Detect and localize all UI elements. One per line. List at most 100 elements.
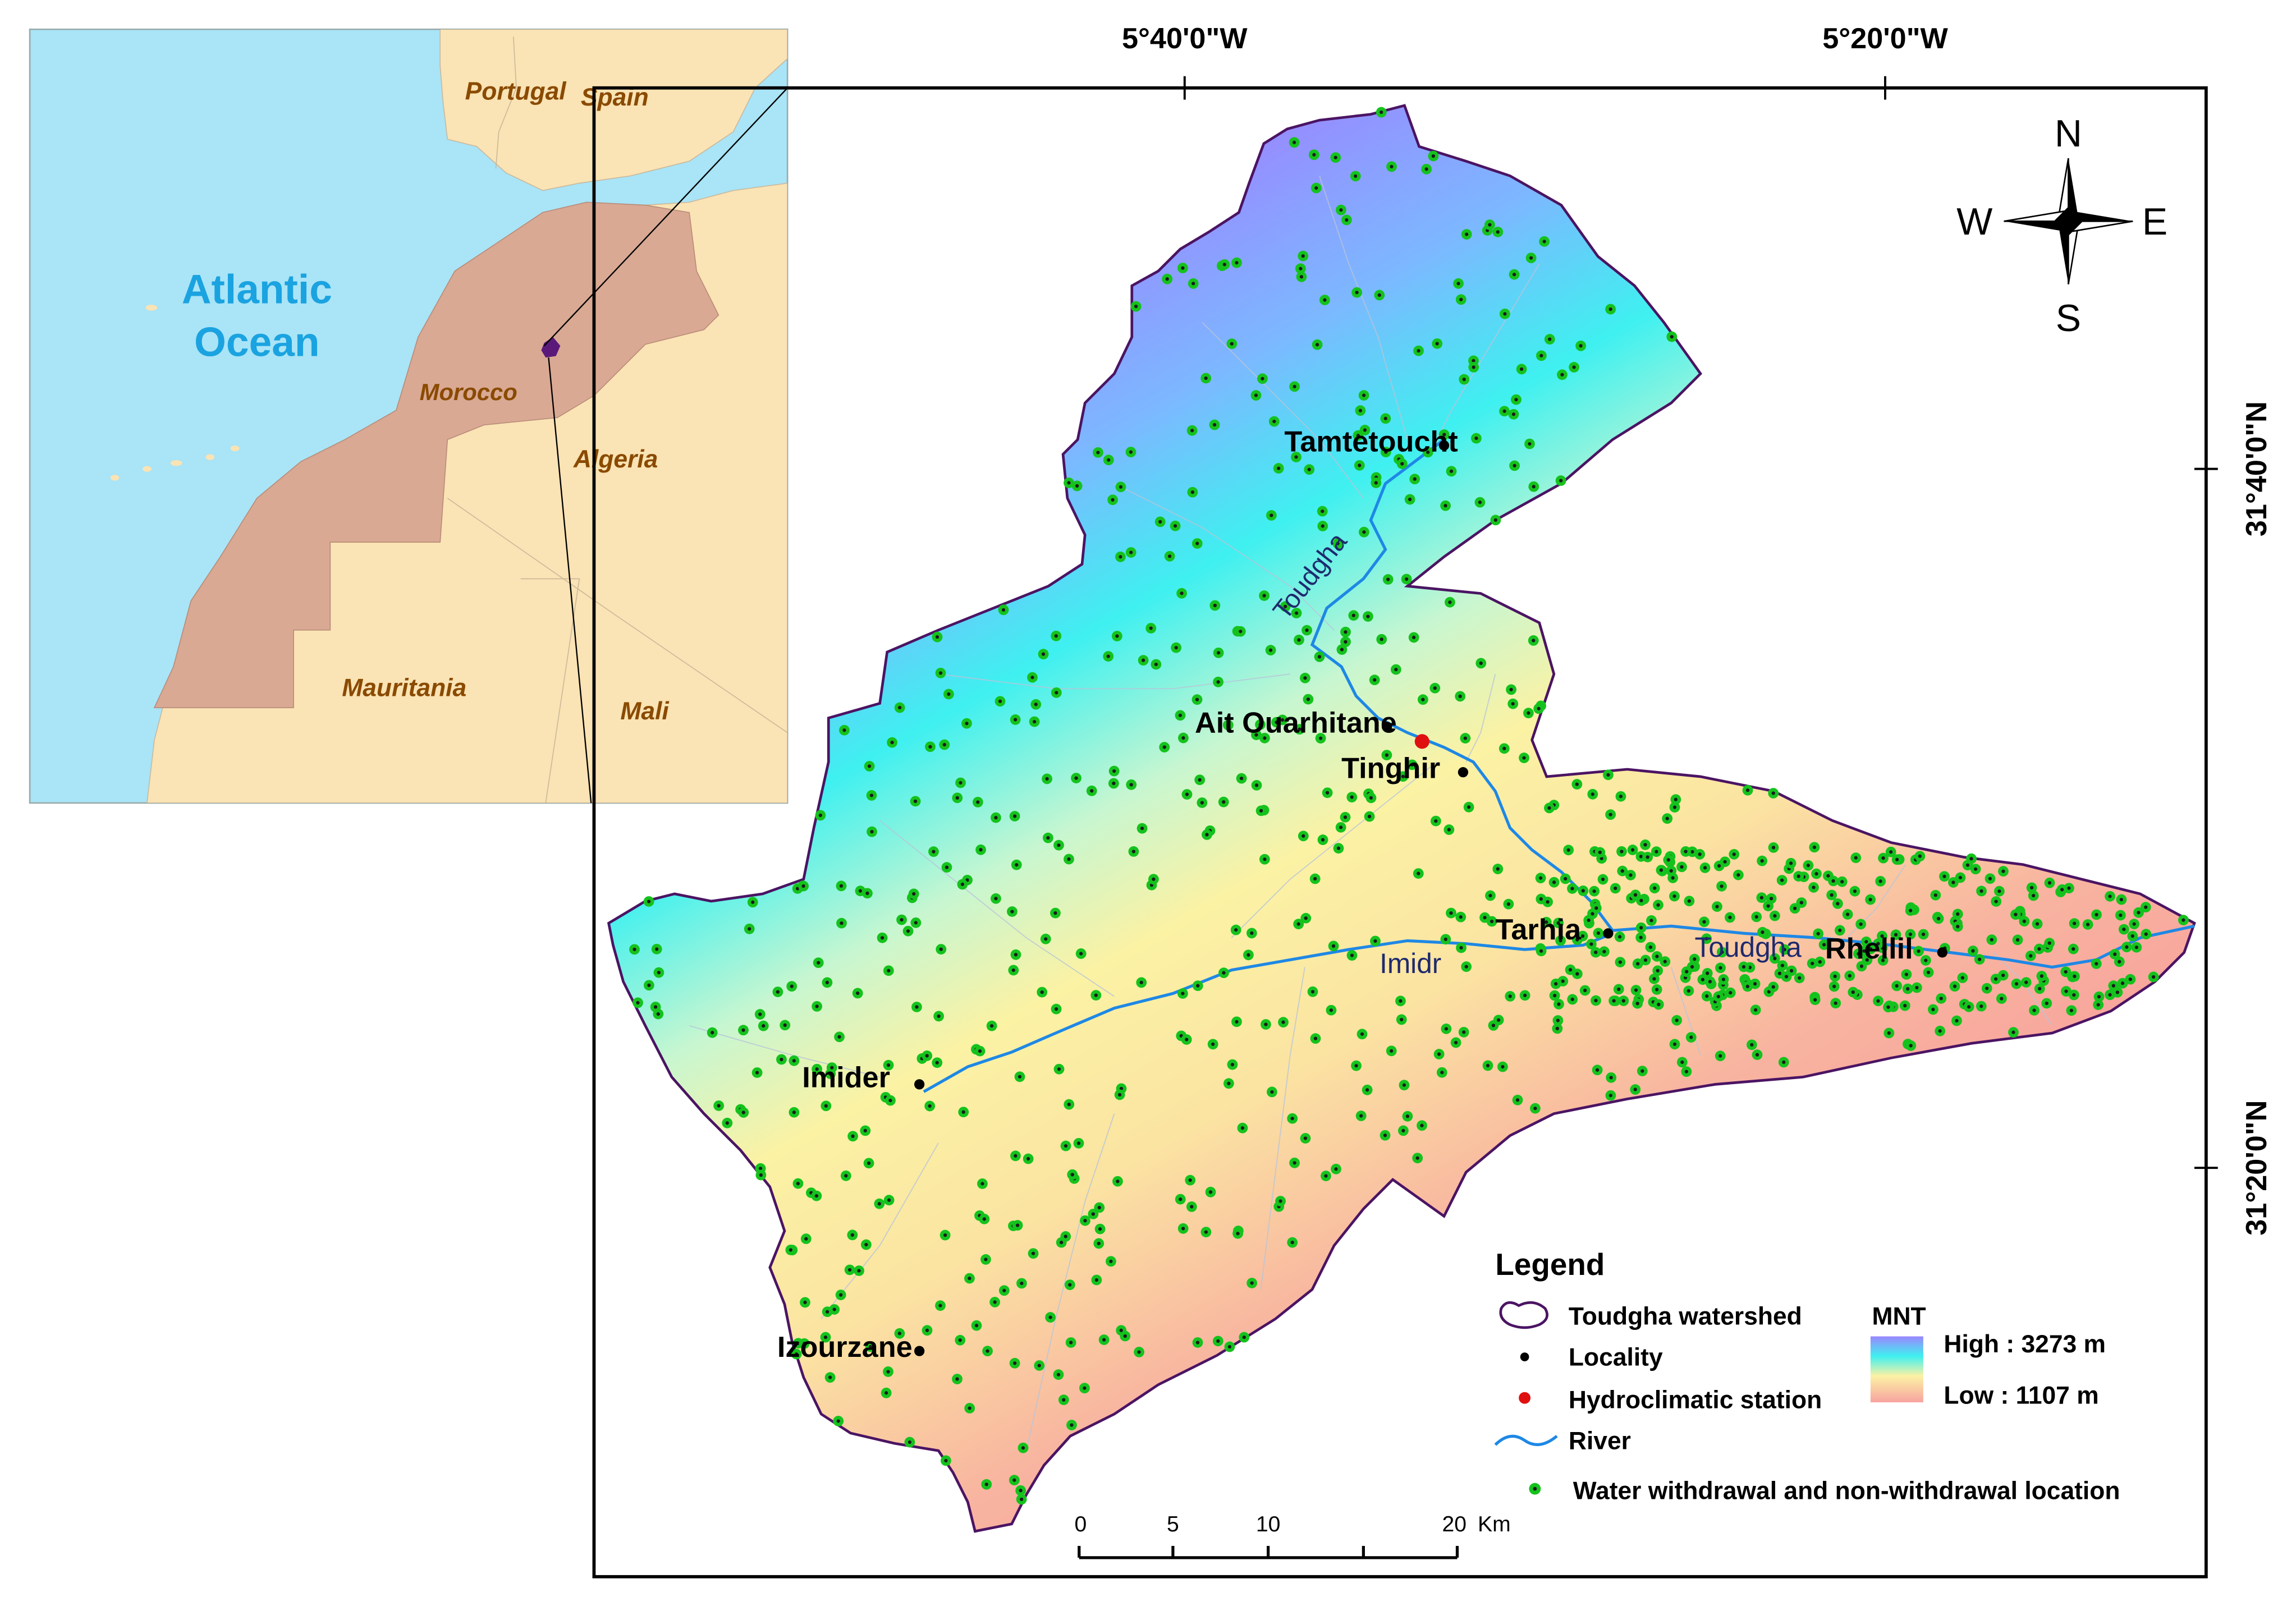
well-point-center xyxy=(1685,970,1689,974)
well-point-center xyxy=(1400,462,1404,466)
well-point-center xyxy=(867,764,872,768)
canary-island xyxy=(230,445,240,452)
well-point-center xyxy=(1055,691,1058,695)
legend-title: Legend xyxy=(1495,1247,1605,1282)
well-point-center xyxy=(1437,1052,1441,1056)
well-point-center xyxy=(1195,542,1199,545)
well-point-center xyxy=(925,1328,929,1332)
well-point-center xyxy=(1246,953,1250,957)
well-point-center xyxy=(2119,913,2123,917)
well-point-center xyxy=(1915,985,1919,990)
locality-label-imider: Imider xyxy=(802,1062,890,1094)
well-point-center xyxy=(1570,887,1574,891)
well-point-center xyxy=(794,1352,799,1356)
well-point-center xyxy=(1064,1235,1067,1238)
well-point-center xyxy=(1463,736,1467,740)
well-point-center xyxy=(2108,894,2112,898)
well-point-center xyxy=(928,1104,932,1108)
well-point-center xyxy=(1895,984,1899,988)
portugal-spain-border xyxy=(495,36,517,169)
well-point-center xyxy=(1570,997,1574,1002)
well-point-center xyxy=(1190,490,1195,494)
well-point-center xyxy=(1129,450,1133,454)
well-point-center xyxy=(1759,896,1763,900)
morocco-land xyxy=(153,201,719,709)
well-point-center xyxy=(1612,999,1616,1003)
well-point-center xyxy=(986,1349,989,1353)
well-point-center xyxy=(1383,1134,1387,1137)
well-point-center xyxy=(1068,1283,1072,1287)
well-point-center xyxy=(1270,513,1273,517)
well-point-center xyxy=(1671,876,1675,880)
well-point-center xyxy=(857,1269,861,1273)
well-point-center xyxy=(1813,998,1817,1002)
well-point-center xyxy=(914,921,918,925)
well-point-center xyxy=(850,1233,854,1237)
well-point-center xyxy=(1254,393,1258,397)
well-point-center xyxy=(1119,555,1122,559)
well-point-center xyxy=(1848,974,1852,978)
well-point-center xyxy=(656,1012,660,1016)
well-point-center xyxy=(1659,868,1663,872)
well-point-center xyxy=(1745,984,1749,989)
well-point-center xyxy=(1789,861,1793,865)
legend: Legend Toudgha watershed Locality Hydroc… xyxy=(1494,1247,2120,1504)
well-point-center xyxy=(864,1242,868,1247)
label-mauritania: Mauritania xyxy=(342,674,466,701)
well-point-center xyxy=(1181,1227,1185,1231)
well-point-center xyxy=(1226,723,1230,727)
well-point-center xyxy=(1777,971,1782,975)
well-point-center xyxy=(647,983,651,987)
well-point-center xyxy=(1705,994,1709,998)
well-point-center xyxy=(1519,367,1524,371)
well-point-center xyxy=(968,1276,971,1281)
well-point-center xyxy=(1601,877,1605,882)
legend-mnt-high: High : 3273 m xyxy=(1944,1330,2106,1358)
well-point-center xyxy=(1639,926,1643,930)
well-point-center xyxy=(1014,953,1018,957)
well-point-center xyxy=(939,947,943,951)
well-point-center xyxy=(2032,1008,2036,1012)
well-point-center xyxy=(1412,635,1416,640)
well-point-center xyxy=(1754,1008,1758,1012)
well-point-center xyxy=(817,961,821,965)
well-point-center xyxy=(1496,230,1500,234)
locality-label-tarhia: Tarhia xyxy=(1495,914,1582,946)
well-point-center xyxy=(1048,1315,1052,1319)
well-point-center xyxy=(2086,923,2090,926)
well-point-center xyxy=(1190,1205,1194,1209)
well-point-center xyxy=(2072,921,2077,925)
well-point-center xyxy=(1339,825,1343,829)
well-point-center xyxy=(1472,365,1475,369)
well-point-center xyxy=(1152,877,1156,881)
well-point-center xyxy=(960,882,965,887)
well-point-center xyxy=(1621,999,1626,1003)
well-point-center xyxy=(1294,455,1298,459)
well-point-center xyxy=(1001,608,1006,612)
well-point-center xyxy=(1720,950,1724,954)
compass-label-n: N xyxy=(2055,113,2082,155)
well-point-center xyxy=(1413,477,1417,481)
well-point-center xyxy=(1116,1180,1120,1183)
well-point-center xyxy=(1583,988,1587,993)
well-point-center xyxy=(1581,889,1585,893)
well-point-center xyxy=(1854,856,1858,860)
well-point-center xyxy=(1272,419,1276,424)
well-point-center xyxy=(1939,997,1943,1001)
well-point-center xyxy=(1362,393,1366,397)
well-point-center xyxy=(2038,986,2042,990)
well-point-center xyxy=(655,947,659,951)
well-point-center xyxy=(1859,922,1863,926)
well-point-center xyxy=(1687,989,1690,993)
well-point-center xyxy=(1895,857,1899,861)
well-point-center xyxy=(1459,297,1463,301)
well-point-center xyxy=(1755,1053,1759,1057)
well-point-center xyxy=(1293,1161,1296,1165)
well-point-center xyxy=(959,781,963,785)
well-point-center xyxy=(1358,409,1363,412)
well-point-center xyxy=(1865,958,1869,962)
well-point-center xyxy=(976,800,980,804)
well-point-center xyxy=(1119,485,1123,489)
well-point-center xyxy=(1552,880,1556,884)
well-point-center xyxy=(1832,984,1836,989)
